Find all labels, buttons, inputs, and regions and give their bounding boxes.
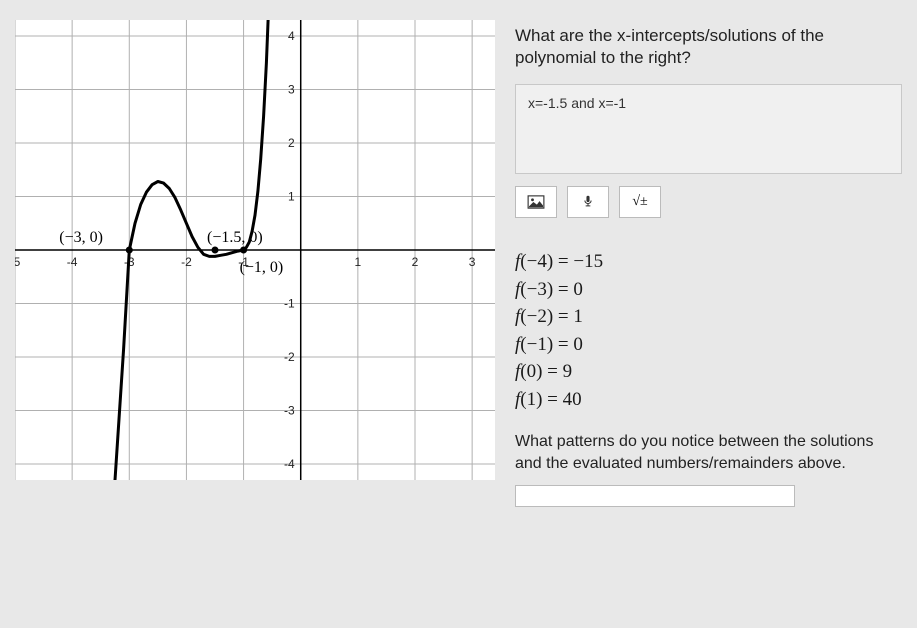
svg-text:(−1.5, 0): (−1.5, 0) — [207, 229, 263, 246]
insert-image-button[interactable] — [515, 186, 557, 218]
svg-text:3: 3 — [469, 255, 476, 269]
mic-icon — [579, 195, 597, 209]
eval-row: f(−2) = 1 — [515, 303, 902, 331]
answer-box-1[interactable]: x=-1.5 and x=-1 — [515, 84, 902, 174]
polynomial-graph: -5-4-3-2-1123-4-3-2-11234(−3, 0)(−1.5, 0… — [15, 20, 495, 480]
right-panel: What are the x-intercepts/solutions of t… — [515, 20, 902, 507]
svg-text:-4: -4 — [284, 457, 295, 471]
question-1: What are the x-intercepts/solutions of t… — [515, 25, 902, 69]
input-toolbar: √± — [515, 186, 902, 218]
eval-row: f(−1) = 0 — [515, 331, 902, 359]
image-icon — [527, 195, 545, 209]
math-icon: √± — [632, 194, 647, 210]
math-input-button[interactable]: √± — [619, 186, 661, 218]
svg-text:-2: -2 — [181, 255, 192, 269]
svg-text:3: 3 — [288, 83, 295, 97]
svg-text:2: 2 — [412, 255, 419, 269]
svg-text:1: 1 — [355, 255, 362, 269]
eval-row: f(−3) = 0 — [515, 276, 902, 304]
svg-text:1: 1 — [288, 190, 295, 204]
svg-text:-2: -2 — [284, 350, 295, 364]
question-2: What patterns do you notice between the … — [515, 431, 902, 474]
answer-box-2[interactable] — [515, 485, 795, 507]
svg-text:2: 2 — [288, 136, 295, 150]
eval-row: f(−4) = −15 — [515, 248, 902, 276]
microphone-button[interactable] — [567, 186, 609, 218]
svg-text:-4: -4 — [67, 255, 78, 269]
eval-row: f(1) = 40 — [515, 386, 902, 414]
svg-text:-3: -3 — [284, 403, 295, 417]
svg-text:-5: -5 — [15, 255, 21, 269]
svg-text:(−1, 0): (−1, 0) — [240, 259, 284, 276]
svg-text:4: 4 — [288, 29, 295, 43]
graph-panel: -5-4-3-2-1123-4-3-2-11234(−3, 0)(−1.5, 0… — [15, 20, 495, 480]
function-evaluations: f(−4) = −15f(−3) = 0f(−2) = 1f(−1) = 0f(… — [515, 248, 902, 413]
eval-row: f(0) = 9 — [515, 358, 902, 386]
svg-text:-1: -1 — [284, 296, 295, 310]
svg-text:(−3, 0): (−3, 0) — [59, 229, 103, 246]
